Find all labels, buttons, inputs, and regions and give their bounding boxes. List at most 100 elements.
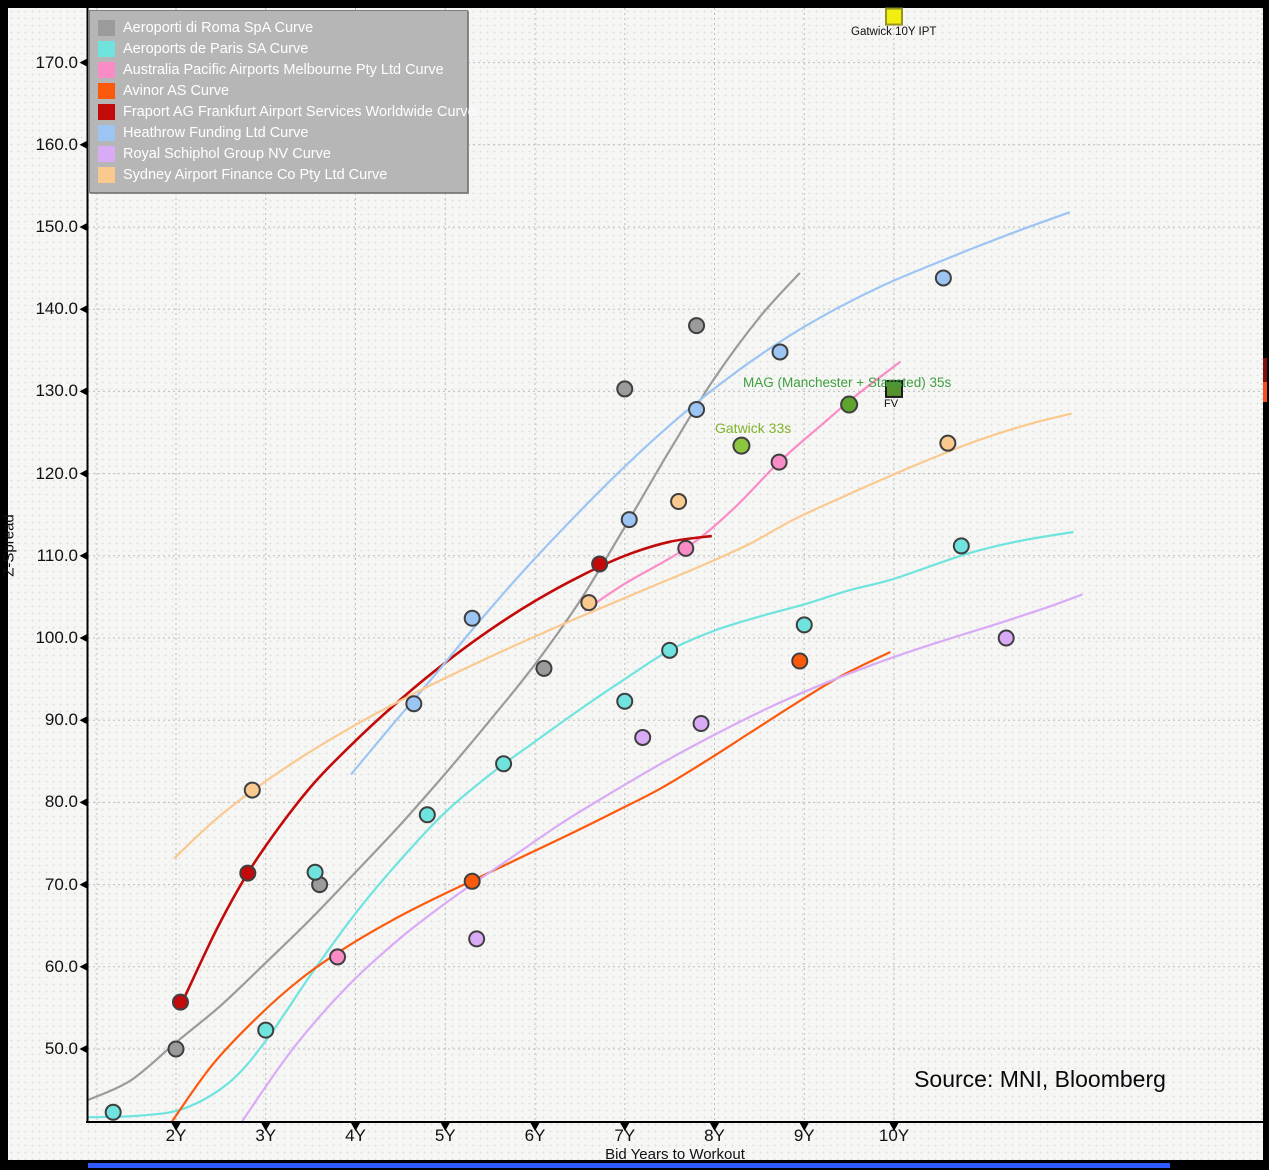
data-point-series-7[interactable] xyxy=(634,728,652,746)
y-tick-arrow xyxy=(79,469,88,479)
data-point-series-7[interactable] xyxy=(468,930,486,948)
source-note: Source: MNI, Bloomberg xyxy=(914,1066,1166,1092)
annotation-gatwick-10y-ipt: Gatwick 10Y IPT xyxy=(851,26,937,38)
legend: Aeroporti di Roma SpA Curve Aeroports de … xyxy=(89,10,476,193)
data-point-series-8[interactable] xyxy=(580,594,598,612)
y-tick-arrow xyxy=(79,386,88,396)
data-point-series-6[interactable] xyxy=(405,695,423,713)
data-point-series-5[interactable] xyxy=(171,993,189,1011)
data-point-series-5[interactable] xyxy=(591,555,609,573)
legend-swatch xyxy=(98,166,115,183)
annotation-gatwick-33s: Gatwick 33s xyxy=(715,420,792,436)
data-point-series-8[interactable] xyxy=(243,781,261,799)
x-tick-label: 5Y xyxy=(434,1126,456,1145)
data-point-series-2[interactable] xyxy=(418,806,436,824)
x-tick-arrow xyxy=(799,1123,809,1131)
legend-item-5[interactable]: Fraport AG Frankfurt Airport Services Wo… xyxy=(90,101,476,122)
x-tick-label: 7Y xyxy=(614,1126,636,1145)
x-tick-arrow xyxy=(530,1123,540,1131)
x-tick-arrow xyxy=(620,1123,630,1131)
x-tick-label: 6Y xyxy=(524,1126,546,1145)
data-point-series-5[interactable] xyxy=(239,864,257,882)
y-tick-label: 70.0 xyxy=(44,874,78,894)
legend-item-1[interactable]: Aeroporti di Roma SpA Curve xyxy=(90,17,467,38)
data-point-series-2[interactable] xyxy=(795,616,813,634)
data-point-series-2[interactable] xyxy=(661,641,679,659)
y-tick-arrow xyxy=(79,222,88,232)
y-tick-arrow xyxy=(79,880,88,890)
y-tick-label: 100.0 xyxy=(35,628,78,647)
edge-marker-red xyxy=(1263,358,1267,382)
data-point-series-2[interactable] xyxy=(616,692,634,710)
data-point-series-2[interactable] xyxy=(306,863,324,881)
data-point-series-8[interactable] xyxy=(939,434,957,452)
y-tick-label: 50.0 xyxy=(44,1039,78,1058)
data-point-series-4[interactable] xyxy=(791,652,809,670)
legend-item-4[interactable]: Avinor AS Curve xyxy=(90,80,467,101)
data-point-series-2[interactable] xyxy=(257,1021,275,1039)
curve-4 xyxy=(170,651,891,1123)
y-tick-arrow xyxy=(79,140,88,150)
data-point-series-6[interactable] xyxy=(688,400,706,418)
data-point-series-2[interactable] xyxy=(952,537,970,555)
data-point-series-2[interactable] xyxy=(104,1103,122,1121)
y-tick-arrow xyxy=(79,551,88,561)
y-tick-arrow xyxy=(79,1044,88,1054)
marker-gatwick_ipt[interactable] xyxy=(885,7,903,26)
legend-swatch xyxy=(98,124,115,141)
curve-6 xyxy=(350,211,1071,776)
data-point-series-3[interactable] xyxy=(677,539,695,557)
legend-label: Heathrow Funding Ltd Curve xyxy=(123,124,309,141)
legend-item-3[interactable]: Australia Pacific Airports Melbourne Pty… xyxy=(90,59,467,80)
marker-mag_35s[interactable] xyxy=(840,395,859,414)
data-point-series-1[interactable] xyxy=(167,1040,185,1058)
data-point-series-1[interactable] xyxy=(616,380,634,398)
data-point-series-1[interactable] xyxy=(688,317,706,335)
legend-swatch xyxy=(98,82,115,99)
annotation-fv: FV xyxy=(884,398,899,410)
x-tick-arrow xyxy=(261,1123,271,1131)
x-tick-arrow xyxy=(710,1123,719,1131)
legend-swatch xyxy=(98,145,115,162)
legend-label: Aeroporti di Roma SpA Curve xyxy=(123,19,314,36)
data-point-series-2[interactable] xyxy=(495,755,513,773)
legend-item-2[interactable]: Aeroports de Paris SA Curve xyxy=(90,38,467,59)
legend-item-7[interactable]: Royal Schiphol Group NV Curve xyxy=(90,143,467,164)
x-tick-arrow xyxy=(440,1123,450,1131)
y-tick-label: 130.0 xyxy=(35,381,78,401)
curve-1 xyxy=(87,272,801,1102)
marker-gatwick_33s[interactable] xyxy=(732,436,751,455)
legend-swatch xyxy=(98,61,115,78)
legend-label: Royal Schiphol Group NV Curve xyxy=(123,145,331,162)
y-tick-label: 120.0 xyxy=(35,463,78,483)
data-point-series-7[interactable] xyxy=(997,629,1015,647)
curve-7 xyxy=(240,593,1083,1123)
data-point-series-6[interactable] xyxy=(934,269,952,287)
y-tick-arrow xyxy=(79,797,88,807)
data-point-series-7[interactable] xyxy=(692,714,710,732)
data-point-series-4[interactable] xyxy=(463,872,481,890)
x-tick-arrow xyxy=(171,1123,181,1131)
legend-item-6[interactable]: Heathrow Funding Ltd Curve xyxy=(90,122,467,143)
data-point-series-6[interactable] xyxy=(620,511,638,529)
legend-label: Australia Pacific Airports Melbourne Pty… xyxy=(123,61,444,78)
legend-label: Sydney Airport Finance Co Pty Ltd Curve xyxy=(123,166,388,183)
x-tick-label: 3Y xyxy=(255,1126,277,1145)
marker-mag_fv[interactable] xyxy=(885,379,903,398)
data-point-series-6[interactable] xyxy=(463,609,481,627)
data-point-series-3[interactable] xyxy=(770,453,788,471)
plot-background xyxy=(8,8,1263,1160)
y-tick-label: 150.0 xyxy=(35,217,78,236)
data-point-series-3[interactable] xyxy=(329,948,347,966)
x-axis-title: Bid Years to Workout xyxy=(605,1146,745,1163)
y-tick-arrow xyxy=(79,715,88,725)
data-point-series-1[interactable] xyxy=(535,659,553,677)
bottom-scroll-indicator[interactable] xyxy=(88,1163,1170,1168)
x-tick-label: 8Y xyxy=(704,1126,725,1145)
y-tick-label: 140.0 xyxy=(35,299,78,319)
y-tick-label: 60.0 xyxy=(44,956,78,976)
data-point-series-8[interactable] xyxy=(670,493,688,511)
curve-8 xyxy=(173,412,1072,860)
data-point-series-6[interactable] xyxy=(771,343,789,361)
legend-item-8[interactable]: Sydney Airport Finance Co Pty Ltd Curve xyxy=(90,164,467,185)
